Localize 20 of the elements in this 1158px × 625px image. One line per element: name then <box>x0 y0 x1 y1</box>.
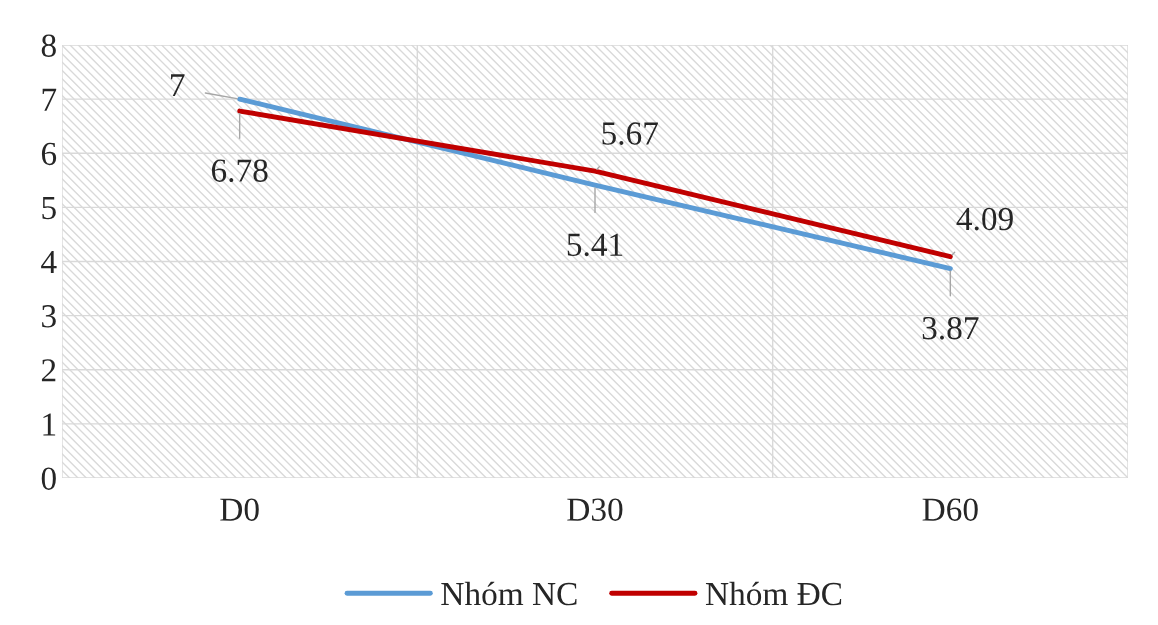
y-tick-label: 0 <box>41 467 56 490</box>
legend-label: Nhóm NC <box>441 581 577 606</box>
legend-label: Nhóm ĐC <box>705 581 842 606</box>
y-tick-label: 2 <box>41 359 56 382</box>
x-tick-label: D60 <box>922 498 978 521</box>
y-tick-label: 4 <box>41 251 57 274</box>
y-tick-label: 3 <box>42 305 56 328</box>
y-tick-label: 7 <box>42 88 57 111</box>
y-tick-label: 6 <box>41 142 57 166</box>
x-tick-label: D30 <box>567 498 623 521</box>
data-label: 7 <box>171 74 185 97</box>
x-tick-label: D0 <box>220 498 259 521</box>
y-tick-label: 1 <box>43 413 56 436</box>
data-label: 3.87 <box>922 316 979 340</box>
data-label: 4.09 <box>956 207 1013 231</box>
y-tick-label: 5 <box>42 197 56 220</box>
data-label: 5.67 <box>602 122 658 145</box>
y-tick-label: 8 <box>41 34 56 57</box>
data-label: 5.41 <box>567 233 623 257</box>
data-label: 6.78 <box>211 159 268 183</box>
